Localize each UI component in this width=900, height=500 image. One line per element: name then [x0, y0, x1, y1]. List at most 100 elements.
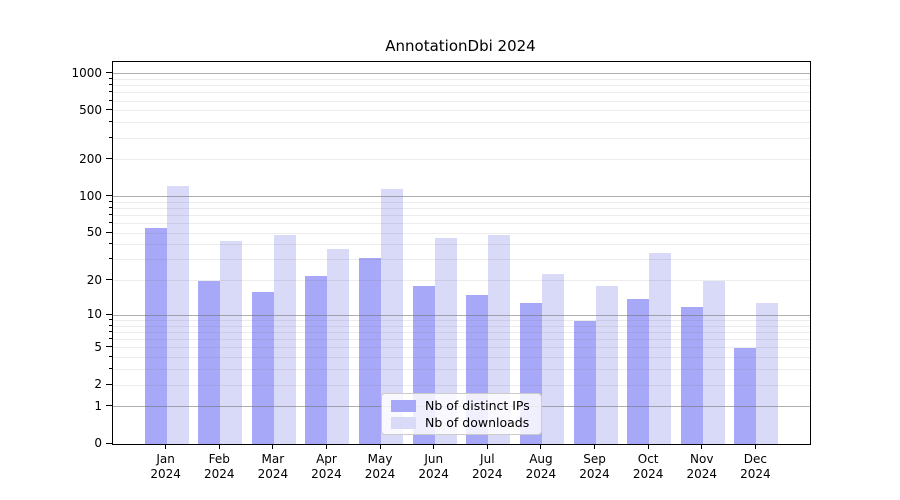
y-minor-tick-8	[109, 324, 112, 326]
x-tick-jul	[486, 444, 488, 449]
gridline-1000	[113, 73, 810, 75]
y-tick-50	[106, 231, 112, 233]
y-tick-label-200: 200	[79, 151, 102, 166]
y-tick-2	[106, 383, 112, 385]
y-minor-tick-300	[109, 136, 112, 138]
bar-ips-dec	[734, 347, 757, 444]
x-tick-feb	[218, 444, 220, 449]
x-tick-jan	[165, 444, 167, 449]
bar-downloads-aug	[541, 273, 564, 444]
x-tick-aug	[540, 444, 542, 449]
x-tick-label-aug: Aug 2024	[525, 452, 557, 481]
chart-title: AnnotationDbi 2024	[385, 37, 536, 55]
x-tick-label-may: May 2024	[364, 452, 396, 481]
x-tick-label-sep: Sep 2024	[579, 452, 610, 481]
y-minor-tick-3	[109, 368, 112, 370]
bar-downloads-nov	[702, 280, 725, 444]
legend: Nb of distinct IPs Nb of downloads	[381, 393, 542, 435]
y-minor-tick-400	[109, 121, 112, 123]
gridline-40	[113, 244, 810, 246]
y-tick-label-500: 500	[79, 102, 102, 117]
x-tick-label-feb: Feb 2024	[203, 452, 235, 481]
y-minor-tick-70	[109, 214, 112, 216]
x-tick-apr	[325, 444, 327, 449]
gridline-80	[113, 207, 810, 209]
y-tick-5	[106, 346, 112, 348]
y-minor-tick-90	[109, 200, 112, 202]
y-minor-tick-900	[109, 77, 112, 79]
legend-label-downloads: Nb of downloads	[425, 415, 530, 430]
bar-ips-mar	[251, 292, 274, 444]
x-tick-label-jul: Jul 2024	[472, 452, 503, 481]
x-tick-jun	[433, 444, 435, 449]
legend-label-distinct-ips: Nb of distinct IPs	[425, 398, 530, 413]
x-tick-sep	[594, 444, 596, 449]
bar-downloads-may	[381, 189, 404, 444]
bar-ips-jan	[144, 228, 167, 444]
gridline-30	[113, 259, 810, 261]
x-tick-mar	[272, 444, 274, 449]
gridline-900	[113, 78, 810, 80]
x-tick-may	[379, 444, 381, 449]
y-tick-500	[106, 109, 112, 111]
bar-ips-may	[359, 258, 382, 444]
y-minor-tick-600	[109, 99, 112, 101]
y-minor-tick-4	[109, 356, 112, 358]
y-tick-label-100: 100	[79, 188, 102, 203]
y-tick-label-20: 20	[86, 272, 102, 287]
x-tick-label-oct: Oct 2024	[632, 452, 664, 481]
gridline-50	[113, 232, 810, 234]
y-minor-tick-9	[109, 319, 112, 321]
gridline-300	[113, 137, 810, 139]
y-minor-tick-80	[109, 206, 112, 208]
gridline-500	[113, 110, 810, 112]
y-tick-1000	[106, 72, 112, 74]
x-tick-label-mar: Mar 2024	[257, 452, 289, 481]
y-tick-label-0: 0	[94, 436, 102, 450]
y-minor-tick-700	[109, 91, 112, 93]
gridline-90	[113, 201, 810, 203]
y-tick-0	[106, 442, 112, 444]
y-tick-label-5: 5	[94, 339, 102, 354]
y-tick-label-2: 2	[94, 377, 102, 392]
x-tick-label-jan: Jan 2024	[150, 452, 181, 481]
legend-item-distinct-ips: Nb of distinct IPs	[391, 399, 541, 412]
y-tick-200	[106, 158, 112, 160]
y-tick-100	[106, 195, 112, 197]
gridline-400	[113, 122, 810, 124]
y-minor-tick-800	[109, 84, 112, 86]
y-tick-1	[106, 405, 112, 407]
y-tick-label-1000: 1000	[71, 65, 102, 80]
gridline-60	[113, 223, 810, 225]
legend-item-downloads: Nb of downloads	[391, 416, 541, 429]
y-minor-tick-6	[109, 338, 112, 340]
bar-downloads-feb	[220, 241, 243, 444]
bar-downloads-jul	[488, 235, 511, 444]
bar-downloads-jan	[166, 185, 189, 444]
gridline-100	[113, 196, 810, 198]
y-tick-label-50: 50	[86, 225, 102, 240]
bar-ips-feb	[198, 280, 221, 444]
gridline-70	[113, 215, 810, 217]
y-minor-tick-60	[109, 222, 112, 224]
bar-ips-apr	[305, 275, 328, 444]
bar-downloads-jun	[434, 237, 457, 444]
bar-ips-nov	[680, 306, 703, 444]
gridline-200	[113, 159, 810, 161]
legend-swatch-downloads	[391, 416, 416, 429]
y-minor-tick-30	[109, 258, 112, 260]
y-minor-tick-7	[109, 331, 112, 333]
x-tick-oct	[647, 444, 649, 449]
bar-downloads-sep	[595, 286, 618, 444]
plot-area: Nb of distinct IPs Nb of downloads	[112, 61, 811, 445]
bar-ips-oct	[627, 298, 650, 444]
bar-downloads-dec	[756, 302, 779, 444]
y-tick-20	[106, 279, 112, 281]
gridline-700	[113, 92, 810, 94]
gridline-600	[113, 100, 810, 102]
bar-ips-sep	[573, 320, 596, 444]
y-minor-tick-40	[109, 243, 112, 245]
x-tick-label-dec: Dec 2024	[740, 452, 771, 481]
x-tick-label-jun: Jun 2024	[418, 452, 449, 481]
